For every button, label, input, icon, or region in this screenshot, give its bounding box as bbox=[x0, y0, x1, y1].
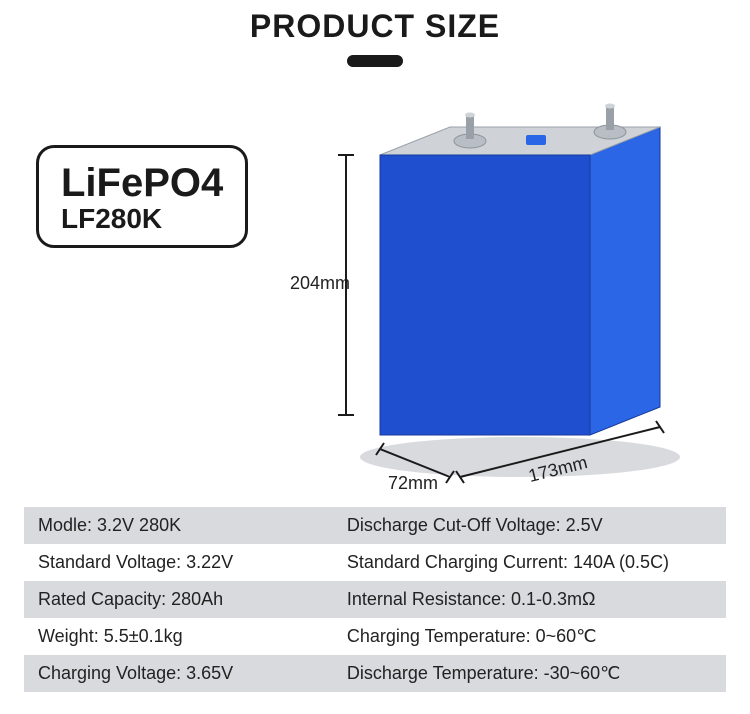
product-label-line1: LiFePO4 bbox=[61, 162, 223, 204]
spec-cell-right: Charging Temperature: 0~60℃ bbox=[333, 618, 726, 655]
shadow bbox=[360, 437, 680, 477]
spec-cell-right: Standard Charging Current: 140A (0.5C) bbox=[333, 544, 726, 581]
battery-body bbox=[380, 104, 660, 436]
spec-cell-left: Rated Capacity: 280Ah bbox=[24, 581, 333, 618]
terminal-right bbox=[594, 104, 626, 140]
page-title: PRODUCT SIZE bbox=[0, 8, 750, 45]
dim-height: 204mm bbox=[290, 273, 350, 294]
product-label-line2: LF280K bbox=[61, 204, 223, 235]
spec-cell-left: Weight: 5.5±0.1kg bbox=[24, 618, 333, 655]
product-diagram-area: LiFePO4 LF280K bbox=[0, 67, 750, 507]
spec-row: Modle: 3.2V 280KDischarge Cut-Off Voltag… bbox=[24, 507, 726, 544]
spec-table: Modle: 3.2V 280KDischarge Cut-Off Voltag… bbox=[24, 507, 726, 692]
spec-cell-left: Standard Voltage: 3.22V bbox=[24, 544, 333, 581]
spec-cell-left: Charging Voltage: 3.65V bbox=[24, 655, 333, 692]
product-label-box: LiFePO4 LF280K bbox=[36, 145, 248, 248]
spec-cell-right: Discharge Cut-Off Voltage: 2.5V bbox=[333, 507, 726, 544]
spec-row: Charging Voltage: 3.65VDischarge Tempera… bbox=[24, 655, 726, 692]
battery-diagram: 204mm 72mm 173mm bbox=[300, 97, 720, 497]
top-label bbox=[526, 135, 546, 145]
dim-depth: 72mm bbox=[388, 473, 438, 494]
spec-cell-left: Modle: 3.2V 280K bbox=[24, 507, 333, 544]
spec-cell-right: Discharge Temperature: -30~60℃ bbox=[333, 655, 726, 692]
spec-row: Rated Capacity: 280AhInternal Resistance… bbox=[24, 581, 726, 618]
title-underline bbox=[347, 55, 403, 67]
spec-cell-right: Internal Resistance: 0.1-0.3mΩ bbox=[333, 581, 726, 618]
spec-row: Standard Voltage: 3.22VStandard Charging… bbox=[24, 544, 726, 581]
spec-row: Weight: 5.5±0.1kgCharging Temperature: 0… bbox=[24, 618, 726, 655]
